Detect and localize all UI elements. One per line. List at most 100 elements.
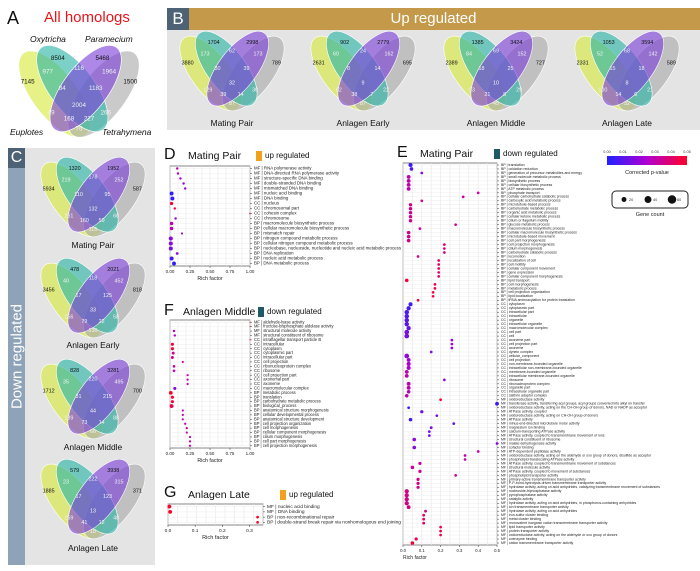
dot-point xyxy=(406,365,411,370)
term-label: CC | intracellular organelle xyxy=(501,322,542,326)
dot-point xyxy=(416,255,420,258)
dot-point xyxy=(181,418,184,421)
dot-point xyxy=(406,182,411,187)
x-axis-label: Rich factor xyxy=(197,458,223,464)
term-label: CC | axonemal part xyxy=(254,377,290,382)
x-tick-label: 0.75 xyxy=(226,269,235,274)
dot-point xyxy=(416,477,420,481)
term-label: BP | mismatch repair xyxy=(254,231,295,236)
term-label: CC | dynein complex xyxy=(501,350,533,354)
term-label: MF | structure-specific DNA binding xyxy=(254,176,323,181)
dot-point xyxy=(406,325,411,331)
term-label: MF | DNA binding xyxy=(267,509,305,515)
venn-region-o: 478 xyxy=(70,267,79,273)
venn-region-eo: 84 xyxy=(466,52,472,58)
venn-set-paramecium xyxy=(470,31,533,107)
x-tick-label: 0.75 xyxy=(226,451,235,456)
dot-point xyxy=(176,172,180,175)
dot-point xyxy=(406,230,411,235)
dot-point xyxy=(175,167,179,170)
term-label: MF | coenzyme binding xyxy=(501,537,537,541)
venn-region-et: 87 xyxy=(360,101,366,107)
venn-set-paramecium xyxy=(49,45,122,133)
venn-down-mating-pair: 1320 1952 5934 587 219 178 252 110 95 132 261 60 160… xyxy=(35,157,151,240)
term-label: CC | ribonucleoprotein complex xyxy=(501,382,550,386)
dot-point xyxy=(424,509,427,513)
venn-region-ept: 168 xyxy=(64,115,75,122)
term-label: MF | oxidoreductase activity, acting on … xyxy=(501,406,648,410)
venn-region-pt: 315 xyxy=(115,480,124,486)
term-label: CC | cytoplasmic part xyxy=(501,306,534,310)
term-label: MF | calcium-transporting ATPase activit… xyxy=(501,430,565,434)
dot-point xyxy=(437,267,441,270)
venn-set-paramecium xyxy=(67,359,130,435)
gene-count-label: 40 xyxy=(653,198,657,202)
venn-region-o: 828 xyxy=(70,368,79,374)
venn-region-pt: 142 xyxy=(649,52,658,58)
term-label: CC | cell projection xyxy=(254,359,289,364)
dot-point xyxy=(427,430,431,433)
venn-region-opt: 95 xyxy=(104,192,110,198)
venn-svg: 8504 5468 7145 1500 977 116 1964 84 1183 2004 49 26… xyxy=(18,45,140,138)
venn-set-paramecium xyxy=(601,31,664,107)
term-label: CC | cytoplasmic part xyxy=(254,350,294,355)
venn-region-et: 32 xyxy=(624,101,630,107)
venn-region-pt: 152 xyxy=(518,52,527,58)
dot-point xyxy=(173,207,177,210)
venn-region-eot: 14 xyxy=(99,420,105,426)
gene-count-dot xyxy=(667,195,677,204)
venn-set-paramecium xyxy=(337,31,400,107)
venn-region-ept: 79 xyxy=(81,319,87,325)
dot-point xyxy=(418,469,422,473)
venn-region-eop: 8 xyxy=(347,66,350,72)
term-label: CC | cell projection part xyxy=(254,372,297,377)
dot-point xyxy=(406,234,411,239)
venn-region-t: 789 xyxy=(272,60,281,66)
gene-count-dot xyxy=(644,196,652,203)
term-label: BP | tRNA aminoacylation for protein tra… xyxy=(501,298,575,302)
venn-set-paramecium xyxy=(67,459,130,535)
venn-region-eopt: 33 xyxy=(90,308,96,314)
term-label: MF | fructose-bisphosphate aldolase acti… xyxy=(254,324,335,329)
dot-point xyxy=(408,162,413,168)
dot-point xyxy=(169,201,174,206)
x-tick-label: 0.00 xyxy=(166,269,175,274)
venn-region-eot: 14 xyxy=(238,92,244,98)
venn-region-eot: 22 xyxy=(99,319,105,325)
term-label: MF | ATPase activity xyxy=(501,418,533,422)
venn-region-eo: 173 xyxy=(200,52,209,58)
term-label: MF | primary active transmembrane transp… xyxy=(501,477,586,481)
colorbar-title: Corrected p-value xyxy=(625,170,669,176)
dot-point xyxy=(420,410,424,414)
gene-count-title: Gene count xyxy=(636,212,665,218)
dot-point xyxy=(173,334,177,337)
term-label: BP | metabolic process xyxy=(254,390,296,395)
term-label: MF | structural constituent of ribosome xyxy=(501,437,561,441)
term-label: CC | axoneme xyxy=(254,381,281,386)
venn-region-eo: 23 xyxy=(63,480,69,486)
venn-region-pt: 495 xyxy=(115,380,124,386)
term-label: BP | anatomical structure morphogenesis xyxy=(254,408,329,413)
venn-region-eopt: 132 xyxy=(89,207,98,213)
term-label: MF | nucleic acid binding xyxy=(254,191,303,196)
x-tick-label: 0.00 xyxy=(166,451,175,456)
dot-point xyxy=(404,333,410,339)
venn-svg: 1385 3424 2389 727 84 69 152 18 25 10 93 29 21 8 45 xyxy=(443,31,549,112)
term-label: MF | structural molecule activity xyxy=(501,465,550,469)
term-label: MF | double-stranded DNA binding xyxy=(254,181,322,186)
caption-up-anlagen-middle: Anlagen Middle xyxy=(466,118,526,128)
term-label: CC | intracellular xyxy=(501,314,528,318)
dot-point xyxy=(439,398,442,402)
dot-point xyxy=(172,369,176,373)
dot-point xyxy=(407,406,410,410)
term-label: BP | cellular component morphogenesis xyxy=(254,430,326,435)
venn-region-pt: 1964 xyxy=(102,68,116,75)
term-label: CC | intracellular part xyxy=(501,310,534,314)
term-label: MF | malate dehydrogenase activity xyxy=(501,441,556,445)
x-tick-label: 0.1 xyxy=(192,528,199,534)
dot-point xyxy=(168,236,173,241)
dot-point xyxy=(181,360,184,364)
label-tetrahymena: Tetrahymena xyxy=(102,127,152,137)
term-label: BP | carbohydrate metabolic process xyxy=(501,207,558,211)
dot-point xyxy=(406,186,411,191)
